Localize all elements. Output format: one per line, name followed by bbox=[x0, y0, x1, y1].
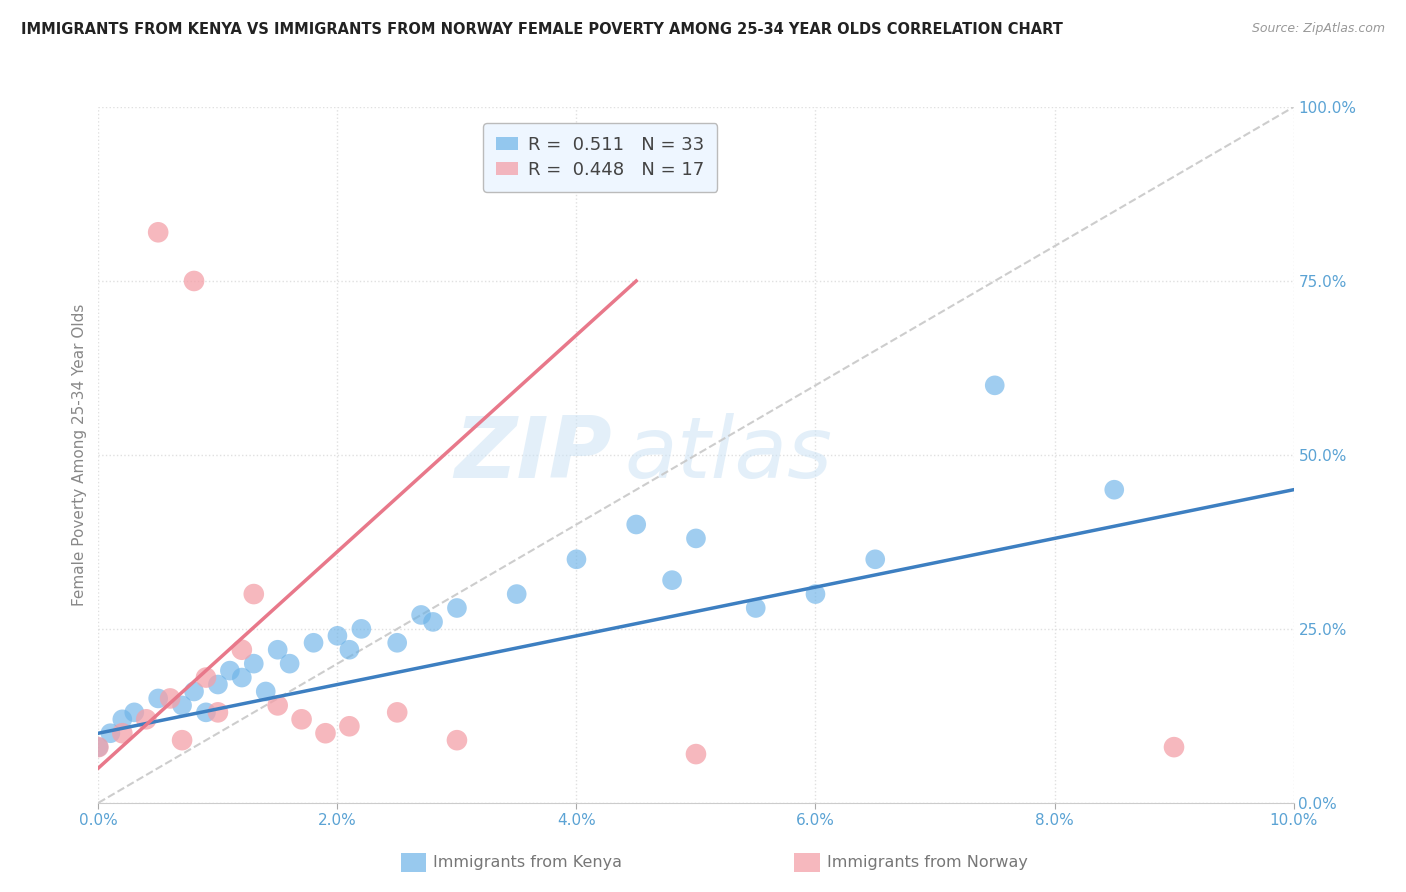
Text: Source: ZipAtlas.com: Source: ZipAtlas.com bbox=[1251, 22, 1385, 36]
Point bbox=[254, 684, 277, 698]
Y-axis label: Female Poverty Among 25-34 Year Olds: Female Poverty Among 25-34 Year Olds bbox=[72, 304, 87, 606]
Text: IMMIGRANTS FROM KENYA VS IMMIGRANTS FROM NORWAY FEMALE POVERTY AMONG 25-34 YEAR : IMMIGRANTS FROM KENYA VS IMMIGRANTS FROM… bbox=[21, 22, 1063, 37]
Point bbox=[87, 740, 110, 755]
Point bbox=[172, 733, 194, 747]
Point bbox=[135, 712, 157, 726]
Point bbox=[685, 747, 707, 761]
Point bbox=[267, 698, 290, 713]
Point bbox=[219, 664, 242, 678]
Point bbox=[111, 712, 134, 726]
Point bbox=[422, 615, 444, 629]
Point bbox=[194, 706, 218, 720]
Point bbox=[865, 552, 887, 566]
Point bbox=[207, 677, 229, 691]
Point bbox=[745, 601, 768, 615]
Point bbox=[315, 726, 337, 740]
Point bbox=[172, 698, 194, 713]
Text: ZIP: ZIP bbox=[454, 413, 612, 497]
Point bbox=[98, 726, 122, 740]
Point bbox=[207, 706, 229, 720]
Point bbox=[411, 607, 433, 622]
Point bbox=[87, 740, 110, 755]
Point bbox=[339, 719, 360, 733]
Point bbox=[183, 274, 205, 288]
Point bbox=[983, 378, 1005, 392]
Point bbox=[111, 726, 134, 740]
Point bbox=[243, 657, 266, 671]
Point bbox=[148, 691, 170, 706]
Point bbox=[565, 552, 588, 566]
Point bbox=[385, 636, 409, 650]
Point bbox=[446, 733, 468, 747]
Text: Immigrants from Kenya: Immigrants from Kenya bbox=[433, 855, 621, 870]
Point bbox=[506, 587, 529, 601]
Legend: R =  0.511   N = 33, R =  0.448   N = 17: R = 0.511 N = 33, R = 0.448 N = 17 bbox=[484, 123, 717, 192]
Point bbox=[685, 532, 707, 546]
Point bbox=[148, 225, 170, 239]
Point bbox=[183, 684, 205, 698]
Text: Immigrants from Norway: Immigrants from Norway bbox=[827, 855, 1028, 870]
Point bbox=[804, 587, 827, 601]
Point bbox=[231, 671, 253, 685]
Point bbox=[290, 712, 312, 726]
Point bbox=[385, 706, 409, 720]
Point bbox=[350, 622, 373, 636]
Point bbox=[624, 517, 647, 532]
Point bbox=[1104, 483, 1126, 497]
Point bbox=[124, 706, 146, 720]
Point bbox=[446, 601, 468, 615]
Point bbox=[194, 671, 218, 685]
Point bbox=[339, 642, 360, 657]
Text: atlas: atlas bbox=[624, 413, 832, 497]
Point bbox=[326, 629, 349, 643]
Point bbox=[243, 587, 266, 601]
Point bbox=[278, 657, 301, 671]
Point bbox=[661, 573, 683, 587]
Point bbox=[1163, 740, 1185, 755]
Point bbox=[302, 636, 325, 650]
Point bbox=[231, 642, 253, 657]
Point bbox=[159, 691, 181, 706]
Point bbox=[267, 642, 290, 657]
